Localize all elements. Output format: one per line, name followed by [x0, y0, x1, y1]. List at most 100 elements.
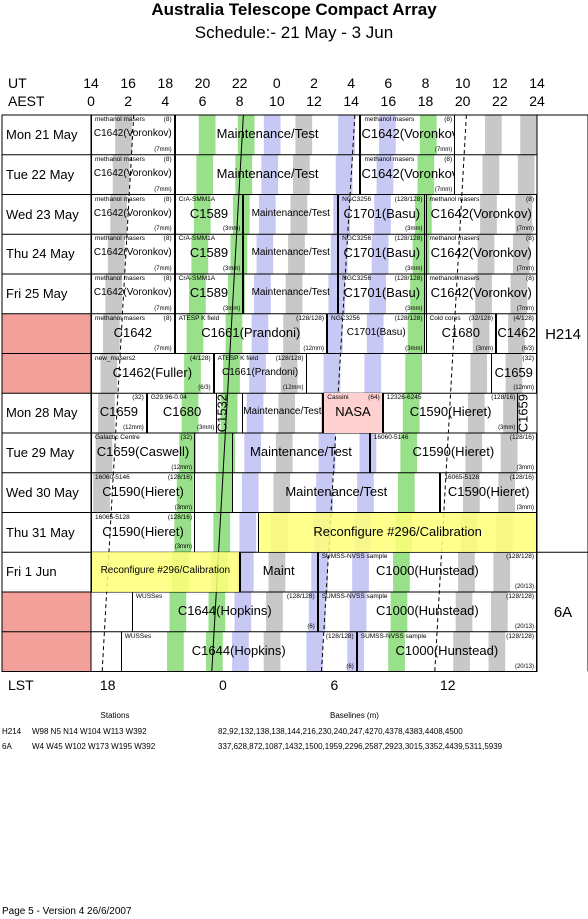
lst-stripe [95, 433, 113, 473]
lst-stripe [407, 313, 425, 354]
block-project: C1642(Voronkov) [430, 245, 532, 261]
block-band: (3mm) [405, 226, 423, 233]
block-channels: (8) [163, 155, 172, 163]
aest-tick-label: 22 [492, 93, 508, 109]
schedule-block: 12326-6245 (128/16) C1590(Hieret) (3mm) [382, 393, 519, 433]
block-band: (7mm) [154, 345, 172, 352]
ut-tick-label: 8 [421, 75, 430, 91]
lst-stripe [390, 592, 408, 632]
lst-stripe [213, 512, 231, 553]
block-channels: (4/128) [513, 314, 534, 322]
block-project: C1701(Basu) [343, 245, 421, 261]
schedule-block: CrA-SMM1A C1589 (3mm) [174, 274, 244, 314]
lst-stripe [417, 154, 435, 195]
block-project: C1000(Hunstead) [376, 603, 479, 618]
lst-tick-label: 12 [440, 677, 456, 693]
schedule-block: SUMSS-NVSS sample (128/128) C1000(Hunstead… [356, 631, 537, 672]
block-project: C1659 [494, 364, 533, 380]
block-band: (6) [346, 663, 354, 670]
aest-tick-label: 6 [198, 93, 207, 109]
block-channels: (8) [163, 116, 172, 123]
block-channels: (8) [526, 195, 534, 203]
block-target: methanol masers [95, 314, 145, 322]
block-channels: (64) [368, 394, 380, 402]
block-project: C1680 [441, 324, 480, 340]
lst-stripe [415, 194, 432, 235]
block-project: C1462(Fuller) [112, 364, 193, 380]
lst-stripe [410, 274, 427, 314]
day-label: Tue 22 May [6, 166, 75, 182]
lst-stripe [169, 592, 187, 632]
block-project: C1590(Hieret) [409, 404, 492, 420]
aest-tick-label: 18 [417, 93, 434, 109]
schedule-block: Reconfigure #296/Calibration [91, 552, 240, 592]
block-project: Maintenance/Test [251, 247, 330, 259]
lst-stripe [402, 393, 420, 433]
block-target: SUMSS-NVSS sample [321, 553, 388, 561]
block-channels: (128/128) [506, 593, 534, 600]
vertical-project-label: C1532 [215, 394, 230, 432]
block-channels: (128/128) [394, 275, 423, 282]
block-project: C1642(Voronkov) [93, 247, 172, 259]
lst-axis-label: LST [8, 677, 34, 693]
block-target: methanol masers [95, 116, 145, 123]
lst-stripe [347, 631, 365, 672]
block-target: WUSSes [135, 593, 163, 600]
block-channels: (32) [180, 434, 193, 441]
block-project: Maint [262, 563, 295, 579]
day-label: Wed 30 May [6, 484, 79, 500]
lst-stripe [364, 353, 382, 394]
block-target: G29.96-0.04 [150, 394, 187, 402]
lst-stripe [258, 194, 276, 235]
block-band: (20/13) [514, 584, 534, 590]
block-channels: (8) [526, 275, 534, 282]
ut-tick-label: 18 [157, 75, 174, 91]
lst-stripe [184, 353, 201, 394]
aest-tick-label: 10 [269, 93, 285, 109]
lst-stripe [475, 274, 492, 314]
lst-stripe [273, 472, 291, 513]
block-project: Maintenance/Test [251, 287, 330, 298]
block-target: CrA-SMM1A [178, 195, 216, 203]
block-band: (12mm) [171, 464, 193, 471]
block-project: C1590(Hieret) [447, 483, 530, 499]
schedule-block: SUMSS-NVSS sample (128/128) C1000(Hunstead… [317, 552, 537, 592]
block-target: methanol masers [95, 155, 145, 163]
block-band: (7mm) [434, 146, 453, 153]
day-label: Fri 25 May [6, 286, 68, 301]
schedule-block: Maintenance/Test [232, 433, 370, 473]
lst-stripe [316, 472, 333, 513]
block-band: (7mm) [154, 226, 172, 233]
lst-stripe [325, 313, 343, 354]
lst-stripe [512, 234, 530, 274]
lst-stripe [480, 194, 497, 235]
aest-tick-label: 0 [87, 93, 95, 109]
stations-header: Stations [100, 711, 130, 720]
aest-tick-label: 12 [306, 93, 322, 109]
lst-stripe [236, 552, 254, 592]
lst-stripe [239, 512, 257, 553]
lst-stripe [107, 234, 125, 274]
block-band: (3mm) [174, 544, 193, 551]
block-project: Maintenance/Test [285, 483, 388, 499]
schedule-block: SUMSS-NVSS sample (128/128) C1000(Hunstead… [317, 592, 537, 632]
schedule-block: WUSSes (128/128) C1644(Hopkins) (6) [131, 592, 318, 632]
lst-stripe [330, 234, 348, 274]
block-band: (3mm) [223, 305, 241, 312]
block-channels: (128/128) [506, 632, 534, 640]
schedule-block: methanol masers (8) C1642(Voronkov) (7mm) [425, 274, 537, 314]
lst-stripe [167, 631, 184, 672]
block-band: (3mm) [223, 226, 241, 233]
lst-stripe [374, 194, 391, 235]
lst-stripe [508, 313, 525, 354]
block-project: C1642(Voronkov) [361, 165, 456, 181]
day-label: Fri 1 Jun [6, 564, 57, 580]
lst-stripe [115, 115, 132, 155]
block-target: 16065-5128 [444, 473, 480, 481]
block-target: Cold cores [429, 314, 461, 322]
block-project: C1644(Hopkins) [177, 603, 272, 618]
block-project: C1642(Voronkov) [361, 126, 456, 141]
block-project: C1590(Hieret) [412, 444, 495, 459]
ut-axis-label: UT [8, 75, 27, 91]
schedule-block: (32) C1659 (12mm) [490, 353, 537, 394]
